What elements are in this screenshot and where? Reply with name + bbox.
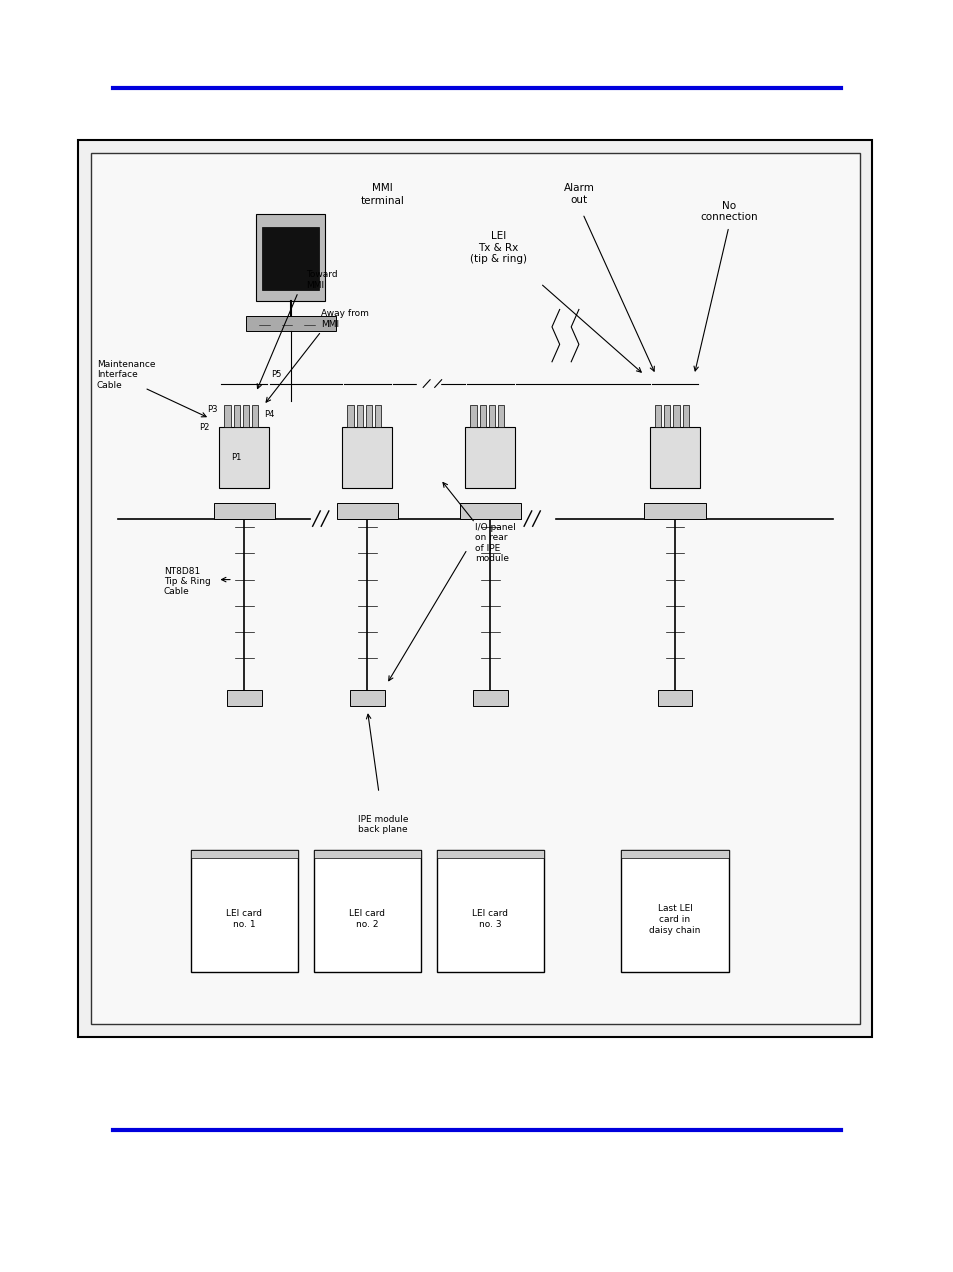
Text: LEI card
no. 2: LEI card no. 2 [349,909,385,930]
Bar [459,502,520,519]
Bar [314,850,421,972]
Text: LEI
Tx & Rx
(tip & ring): LEI Tx & Rx (tip & ring) [469,232,526,265]
Bar [224,406,231,427]
Bar [375,406,381,427]
Bar [643,502,705,519]
Text: P4: P4 [263,410,274,418]
Text: P2: P2 [199,422,210,431]
Bar [314,850,421,859]
Bar [191,850,298,972]
Bar [227,691,261,706]
Bar [620,850,728,972]
Bar [350,691,384,706]
Text: LEI card
no. 1: LEI card no. 1 [226,909,262,930]
Text: LEI card
no. 3: LEI card no. 3 [472,909,508,930]
Bar [655,406,660,427]
Text: NT8D81
Tip & Ring
Cable: NT8D81 Tip & Ring Cable [164,566,211,597]
Bar [262,226,318,290]
Bar [436,850,544,859]
Bar [91,153,859,1024]
Bar [497,406,504,427]
Bar [673,406,679,427]
Bar [191,850,298,859]
Text: P1: P1 [232,453,242,462]
Text: No
connection: No connection [700,201,757,223]
Bar [252,406,258,427]
Text: Away from
MMI: Away from MMI [321,309,369,329]
Text: Maintenance
Interface
Cable: Maintenance Interface Cable [96,360,155,389]
Bar [663,406,670,427]
Text: Last LEI
card in
daisy chain: Last LEI card in daisy chain [649,904,700,935]
Bar [489,406,495,427]
Bar [78,140,871,1037]
Bar [233,406,239,427]
Bar [243,406,249,427]
Bar [356,406,362,427]
Bar [219,427,269,488]
Bar [682,406,688,427]
Bar [336,502,397,519]
Text: Alarm
out: Alarm out [563,183,594,205]
Bar [473,691,507,706]
Bar [657,691,692,706]
Bar [213,502,274,519]
Bar [479,406,485,427]
Text: P5: P5 [271,370,281,379]
Bar [436,850,544,972]
Bar [620,850,728,859]
Bar [255,214,325,300]
Text: Toward
MMI: Toward MMI [306,270,337,290]
Text: MMI
terminal: MMI terminal [360,183,404,206]
Bar [366,406,372,427]
Text: I/O panel
on rear
of IPE
module: I/O panel on rear of IPE module [475,523,516,563]
Text: IPE module
back plane: IPE module back plane [357,815,408,834]
Bar [649,427,700,488]
Bar [342,427,392,488]
Bar [465,427,515,488]
Bar [347,406,354,427]
Text: P3: P3 [207,406,217,415]
Bar [245,315,335,331]
Bar [470,406,476,427]
